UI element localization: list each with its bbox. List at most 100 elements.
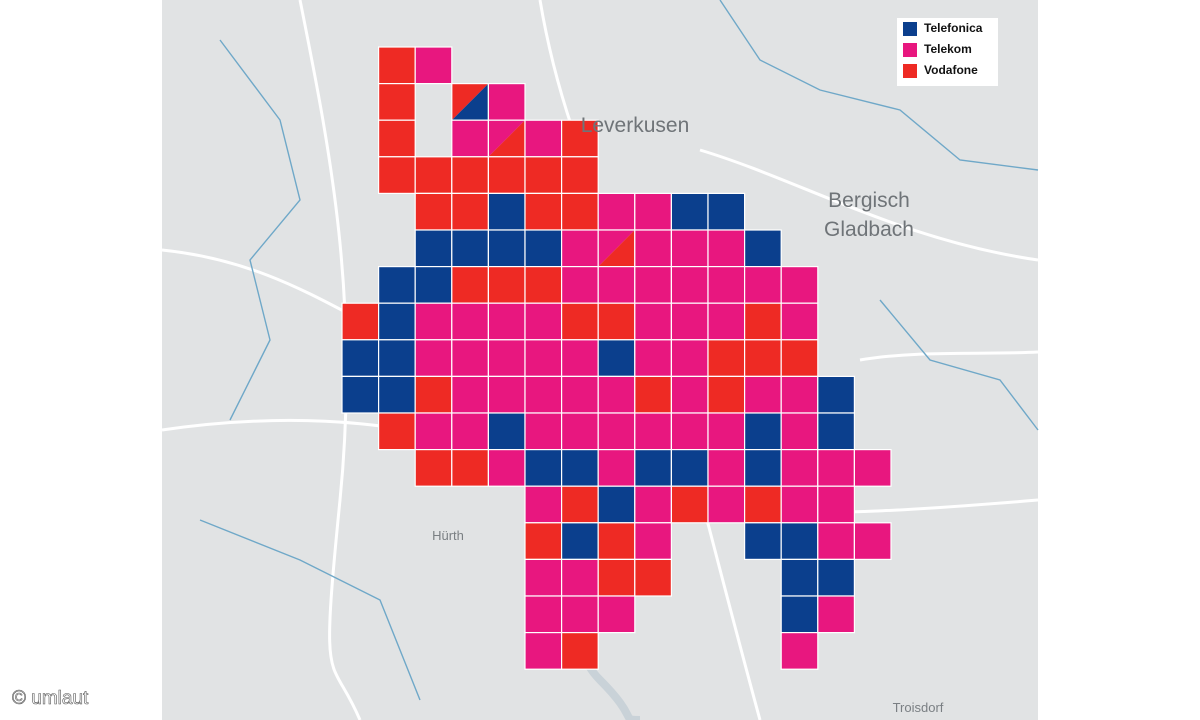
coverage-cell (817, 449, 855, 487)
coverage-cell (670, 302, 709, 341)
coverage-cell (743, 229, 782, 268)
legend-label: Telekom (924, 42, 972, 56)
coverage-cell (743, 339, 782, 377)
coverage-cell (560, 412, 599, 451)
coverage-cell (524, 302, 563, 341)
coverage-cell (670, 412, 709, 451)
coverage-cell (451, 156, 489, 195)
coverage-cell (341, 375, 380, 414)
coverage-grid (341, 46, 892, 670)
coverage-cell (634, 266, 672, 304)
coverage-cell (707, 449, 746, 487)
coverage-cell (451, 375, 489, 414)
coverage-cell (634, 412, 672, 451)
place-label: Gladbach (824, 218, 914, 241)
coverage-cell (560, 631, 599, 670)
coverage-cell (378, 339, 416, 377)
coverage-cell (414, 266, 453, 304)
coverage-cell-part (451, 83, 489, 121)
coverage-cell (451, 412, 489, 451)
coverage-cell (634, 229, 672, 268)
legend-swatch (903, 64, 917, 78)
coverage-cell (817, 485, 855, 524)
coverage-cell (560, 192, 599, 231)
coverage-cell (487, 192, 526, 231)
coverage-cell (378, 119, 416, 158)
place-label: Bergisch (828, 189, 910, 212)
coverage-cell (780, 266, 819, 304)
coverage-cell (451, 229, 489, 268)
coverage-cell (670, 485, 709, 524)
coverage-cell (597, 412, 636, 451)
coverage-cell (853, 522, 892, 560)
coverage-cell (451, 449, 489, 487)
coverage-cell (707, 266, 746, 304)
coverage-cell (634, 485, 672, 524)
coverage-cell (341, 302, 380, 341)
coverage-cell (780, 449, 819, 487)
coverage-cell (670, 266, 709, 304)
coverage-cell (524, 522, 563, 560)
coverage-cell (817, 558, 855, 597)
coverage-cell (853, 449, 892, 487)
coverage-cell (378, 412, 416, 451)
coverage-cell (560, 266, 599, 304)
coverage-cell (597, 558, 636, 597)
coverage-cell (560, 485, 599, 524)
coverage-cell (414, 229, 453, 268)
boundaries (199, 0, 1039, 701)
coverage-cell (378, 302, 416, 341)
coverage-cell (414, 192, 453, 231)
coverage-cell (378, 82, 416, 121)
coverage-cell-part (488, 120, 525, 157)
coverage-cell (414, 412, 453, 451)
coverage-cell (707, 302, 746, 341)
coverage-cell (634, 302, 672, 341)
coverage-cell (451, 339, 489, 377)
coverage-cell (560, 522, 599, 560)
place-label: Troisdorf (893, 700, 944, 715)
coverage-cell (524, 266, 563, 304)
coverage-cell (670, 375, 709, 414)
coverage-cell (597, 449, 636, 487)
coverage-cell (707, 192, 746, 231)
coverage-cell (817, 412, 855, 451)
coverage-cell (560, 302, 599, 341)
coverage-cell (743, 485, 782, 524)
coverage-cell (707, 339, 746, 377)
coverage-cell (414, 46, 453, 85)
coverage-cell (414, 339, 453, 377)
coverage-cell (743, 522, 782, 560)
coverage-cell (524, 631, 563, 670)
coverage-cell (743, 266, 782, 304)
coverage-cell (817, 595, 855, 634)
coverage-cell (743, 412, 782, 451)
coverage-cell (780, 412, 819, 451)
legend-label: Telefonica (924, 21, 983, 35)
coverage-cell (414, 449, 453, 487)
coverage-cell (780, 558, 819, 597)
coverage-cell (817, 522, 855, 560)
coverage-cell (378, 46, 416, 85)
legend: Telefonica Telekom Vodafone (903, 21, 983, 78)
coverage-cell (597, 522, 636, 560)
coverage-cell (817, 375, 855, 414)
coverage-cell (341, 339, 380, 377)
coverage-cell (524, 595, 563, 634)
coverage-cell (414, 302, 453, 341)
coverage-cell (524, 412, 563, 451)
coverage-cell (560, 558, 599, 597)
coverage-cell (378, 375, 416, 414)
coverage-cell (670, 229, 709, 268)
coverage-cell (414, 375, 453, 414)
coverage-cell (560, 229, 599, 268)
coverage-cell (378, 266, 416, 304)
coverage-cell (487, 82, 526, 121)
coverage-cell (487, 266, 526, 304)
coverage-cell (634, 192, 672, 231)
coverage-cell (524, 339, 563, 377)
coverage-cell (414, 156, 453, 195)
coverage-cell (634, 522, 672, 560)
coverage-cell (743, 449, 782, 487)
